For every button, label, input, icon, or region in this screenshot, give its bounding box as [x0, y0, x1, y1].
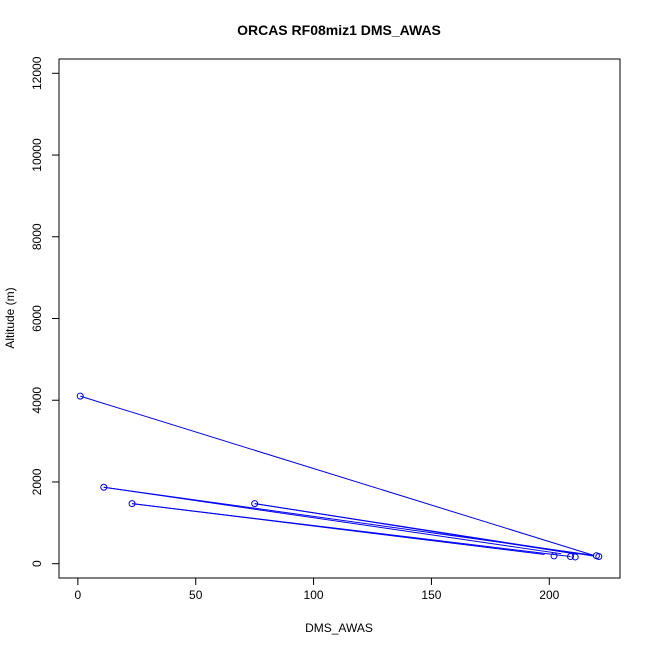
y-tick-label: 10000 [30, 138, 44, 172]
x-tick-label: 100 [304, 588, 324, 602]
x-tick-label: 50 [189, 588, 203, 602]
y-tick-label: 2000 [30, 468, 44, 495]
y-axis: 0 2000 4000 6000 8000 10000 12000 [30, 56, 59, 567]
data-points [76, 392, 603, 561]
series-line-segment [103, 486, 562, 555]
y-tick-label: 4000 [30, 387, 44, 414]
y-tick-label: 6000 [30, 305, 44, 332]
series-lines [80, 395, 595, 558]
y-tick-label: 12000 [30, 56, 44, 90]
x-tick-label: 0 [75, 588, 82, 602]
data-point [595, 553, 603, 561]
data-point [100, 483, 108, 491]
data-point [571, 553, 579, 561]
x-axis-label: DMS_AWAS [305, 621, 373, 635]
series-line-segment [132, 503, 545, 555]
data-point [128, 500, 136, 508]
y-tick-label: 0 [30, 560, 44, 567]
y-axis-label: Altitude (m) [3, 287, 17, 348]
x-axis: 0 50 100 150 200 [75, 578, 560, 602]
y-tick-label: 8000 [30, 223, 44, 250]
chart-title: ORCAS RF08miz1 DMS_AWAS [237, 22, 441, 38]
series-line-segment [80, 395, 595, 557]
x-tick-label: 200 [539, 588, 559, 602]
data-point [76, 392, 84, 400]
data-point [550, 552, 558, 560]
data-point [567, 553, 574, 561]
series-line-segment [254, 503, 578, 555]
data-point [251, 500, 259, 508]
plot-frame [58, 58, 621, 579]
x-tick-label: 150 [421, 588, 441, 602]
